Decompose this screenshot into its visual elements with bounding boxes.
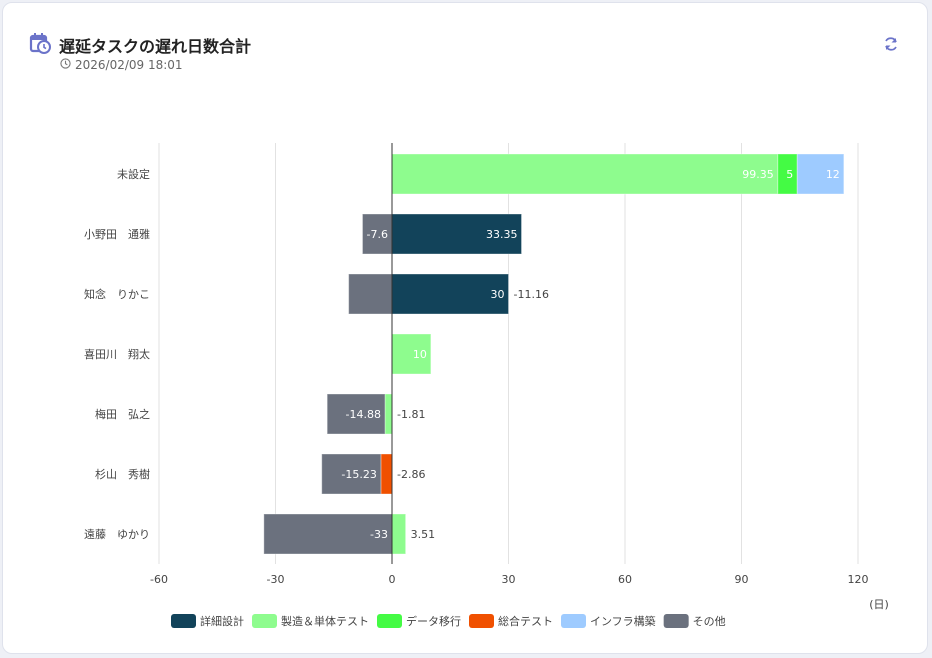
bar-segment [326, 393, 386, 435]
bar-data-label: -14.88 [346, 408, 381, 421]
bar-segment [380, 453, 393, 495]
x-tick-label: 60 [618, 573, 632, 586]
bar-data-label: 33.35 [486, 228, 518, 241]
x-tick-label: 90 [735, 573, 749, 586]
legend-item-label[interactable]: インフラ構築 [590, 614, 656, 628]
bar-segment [384, 393, 393, 435]
legend-item-label[interactable]: データ移行 [406, 614, 461, 628]
x-tick-label: 30 [502, 573, 516, 586]
chart-title: 遅延タスクの遅れ日数合計 [59, 37, 252, 56]
bar-segment [391, 513, 407, 555]
bar-segment [321, 453, 382, 495]
bar-data-label: -1.81 [397, 408, 425, 421]
bar-segment [391, 213, 523, 255]
bar-data-label: -7.6 [367, 228, 388, 241]
bar-data-label: 12 [826, 168, 840, 181]
x-tick-label: -30 [267, 573, 285, 586]
bar-segment [348, 273, 393, 315]
refresh-button[interactable] [883, 36, 899, 56]
bar-data-label: 30 [491, 288, 505, 301]
bar-segment [391, 333, 432, 375]
legend-item-label[interactable]: 総合テスト [498, 614, 553, 628]
legend-item-label[interactable]: その他 [693, 615, 726, 628]
bar-segment [796, 153, 845, 195]
legend-swatch[interactable] [252, 614, 277, 628]
y-category-label: 喜田川 翔太 [84, 347, 150, 361]
legend-swatch[interactable] [561, 614, 586, 628]
bar-data-label: 5 [786, 168, 793, 181]
calendar-clock-icon [29, 32, 51, 58]
bar-data-label: -11.16 [514, 288, 549, 301]
y-category-label: 小野田 通雅 [84, 227, 150, 241]
bar-segment [391, 153, 779, 195]
y-category-label: 杉山 秀樹 [95, 467, 150, 481]
legend-swatch[interactable] [171, 614, 196, 628]
legend-item-label[interactable]: 製造＆単体テスト [281, 614, 369, 628]
y-category-label: 梅田 弘之 [95, 407, 150, 421]
x-tick-label: -60 [150, 573, 168, 586]
legend-swatch[interactable] [663, 614, 689, 628]
bar-data-label: -33 [370, 528, 388, 541]
timestamp: 2026/02/09 18:01 [75, 58, 183, 72]
bar-segment [777, 153, 798, 195]
bar-data-label: -2.86 [397, 468, 425, 481]
x-tick-label: 0 [389, 573, 396, 586]
bar-segment [391, 273, 509, 315]
legend-swatch[interactable] [469, 614, 494, 628]
legend-item-label[interactable]: 詳細設計 [200, 614, 244, 628]
bar-segment [263, 513, 393, 555]
legend-swatch[interactable] [377, 614, 402, 628]
x-tick-label: 120 [848, 573, 869, 586]
bar-data-label: 99.35 [742, 168, 774, 181]
bar-data-label: 10 [413, 348, 427, 361]
bar-data-label: 3.51 [411, 528, 436, 541]
x-axis-label: (日) [869, 598, 889, 611]
y-category-label: 遠藤 ゆかり [84, 528, 150, 541]
y-category-label: 知念 りかこ [84, 287, 150, 301]
clock-icon [60, 58, 71, 72]
bar-segment [361, 213, 393, 255]
bar-data-label: -15.23 [341, 468, 376, 481]
refresh-icon [883, 37, 899, 56]
y-category-label: 未設定 [117, 167, 150, 181]
